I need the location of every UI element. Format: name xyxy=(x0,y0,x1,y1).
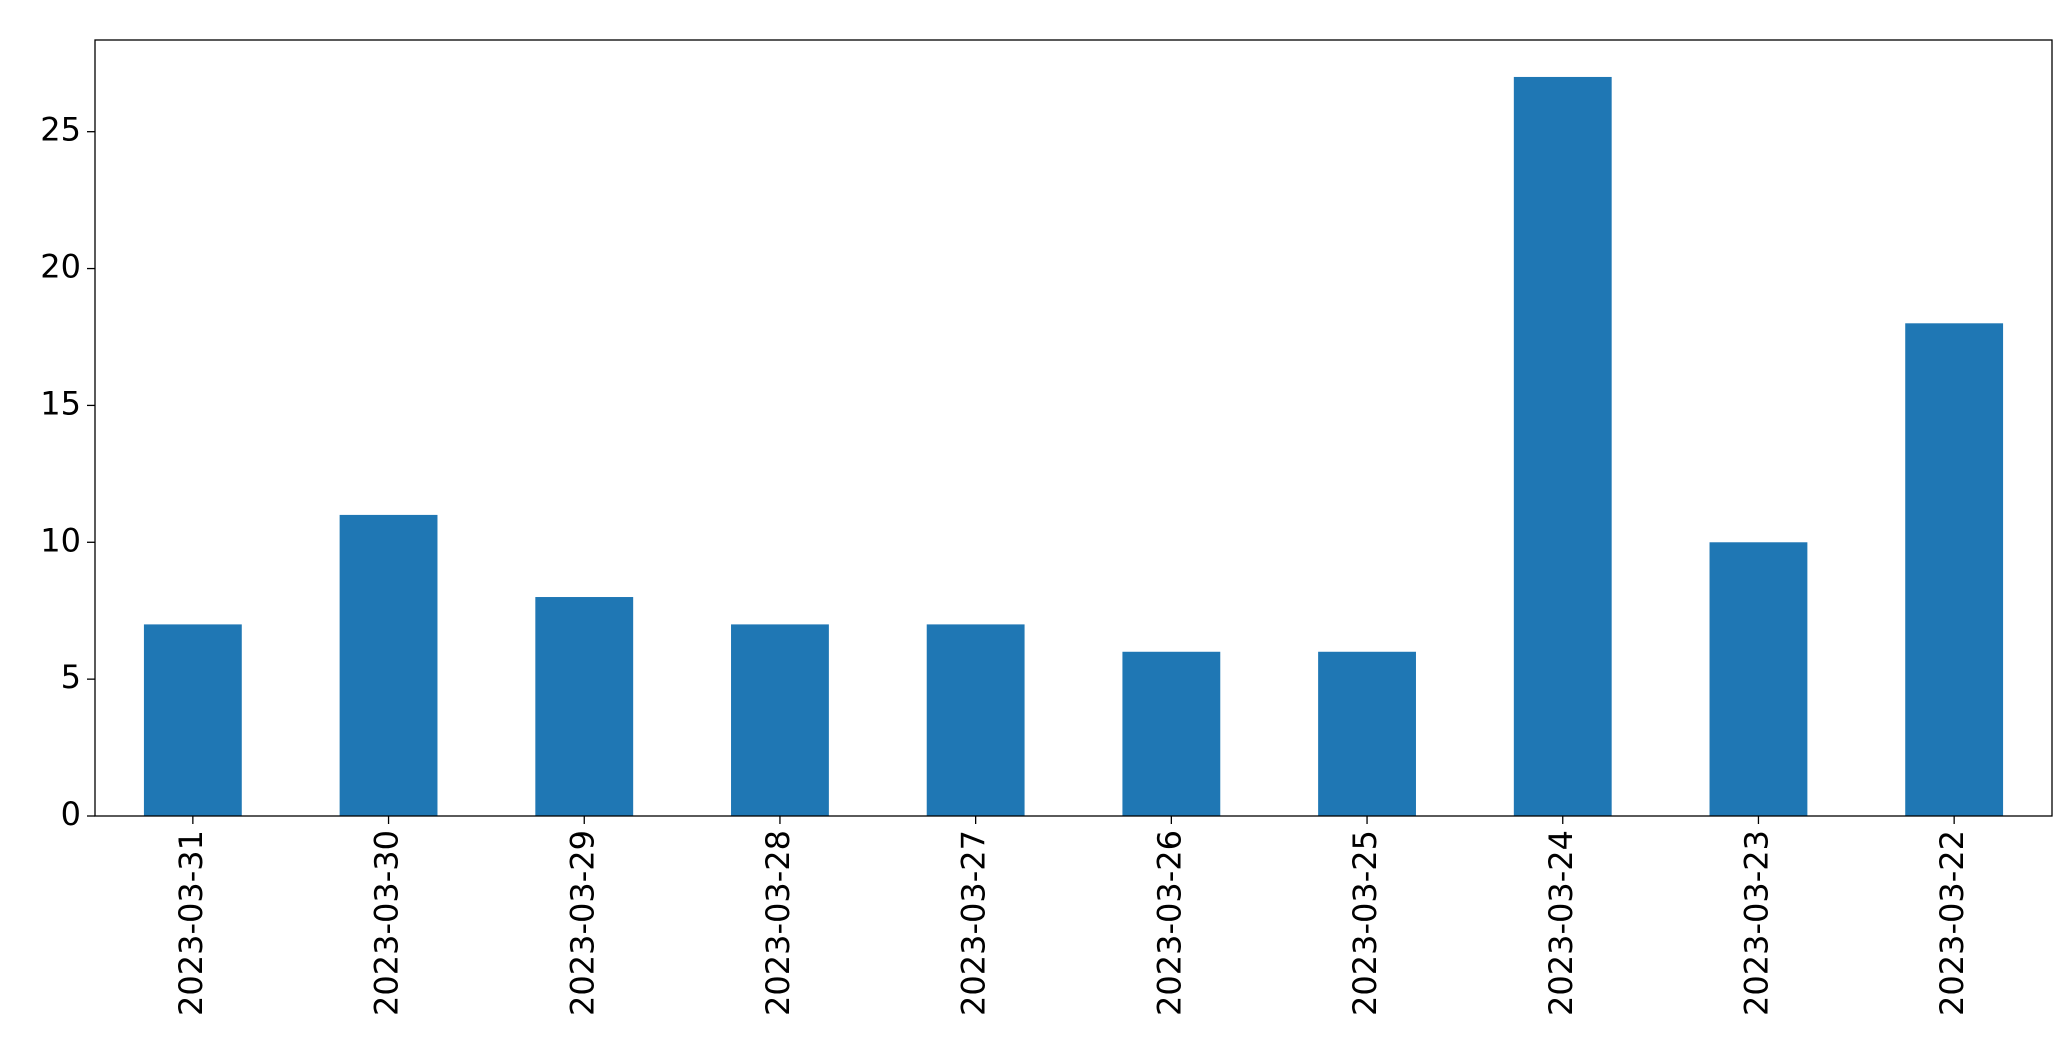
bar xyxy=(1513,76,1612,816)
bar xyxy=(926,624,1025,816)
bar xyxy=(1709,542,1808,816)
y-tick-label: 0 xyxy=(61,795,81,833)
x-tick-label: 2023-03-24 xyxy=(1542,830,1580,1016)
x-tick-label: 2023-03-22 xyxy=(1933,830,1971,1016)
bar xyxy=(1905,323,2004,816)
bar xyxy=(535,597,634,816)
plot-frame xyxy=(94,39,2053,817)
y-tick-label: 25 xyxy=(40,111,81,149)
bar xyxy=(339,514,438,816)
y-tick-label: 5 xyxy=(61,658,81,696)
x-tick-label: 2023-03-27 xyxy=(955,830,993,1016)
y-tick-label: 20 xyxy=(40,248,81,286)
x-tick-label: 2023-03-28 xyxy=(759,830,797,1016)
bar xyxy=(1122,651,1221,816)
y-tick-label: 10 xyxy=(40,521,81,559)
x-tick-label: 2023-03-25 xyxy=(1346,830,1384,1016)
bar xyxy=(1318,651,1416,816)
x-tick-label: 2023-03-29 xyxy=(563,830,601,1016)
bar xyxy=(731,624,829,816)
x-tick-label: 2023-03-23 xyxy=(1737,830,1775,1016)
bar xyxy=(143,624,242,816)
x-tick-label: 2023-03-31 xyxy=(172,830,210,1016)
y-tick-label: 15 xyxy=(40,384,81,422)
x-tick-label: 2023-03-30 xyxy=(368,830,406,1016)
x-tick-label: 2023-03-26 xyxy=(1150,830,1188,1016)
